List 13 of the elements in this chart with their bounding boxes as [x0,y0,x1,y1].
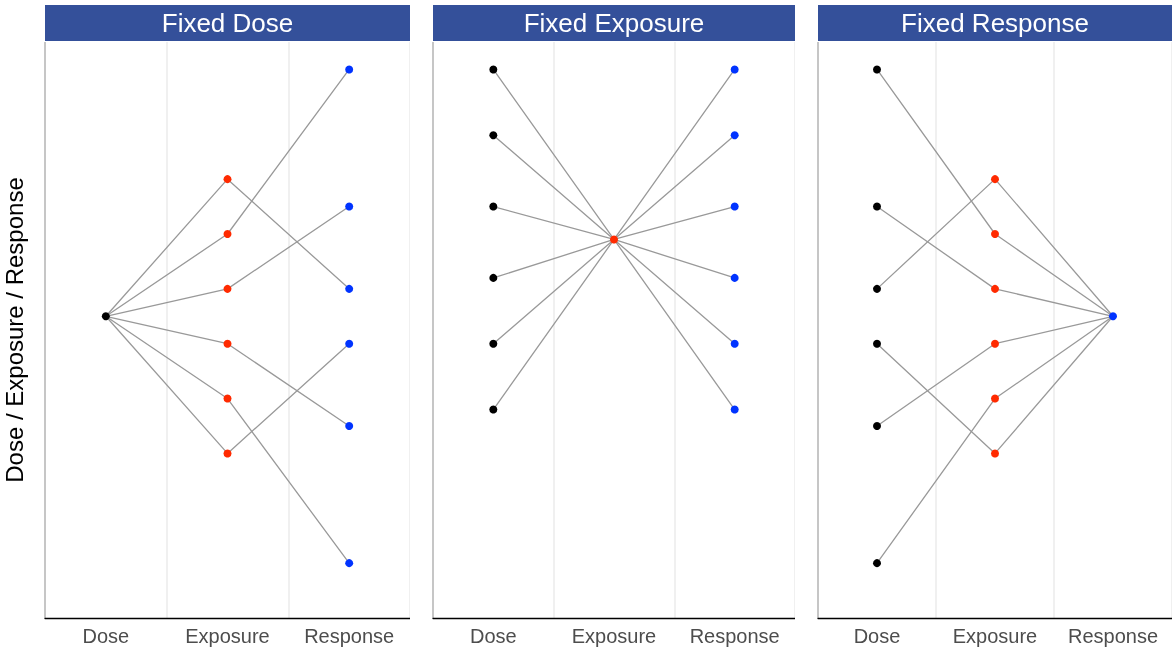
x-tick-label: Exposure [571,625,657,647]
x-tick-label: Response [689,625,780,647]
x-tick-label: Dose [853,625,901,647]
x-tick-label: Response [304,625,395,647]
x-tick-label: Dose [82,625,130,647]
chart-title: Fixed Response [818,5,1172,41]
x-tick-label: Dose [469,625,517,647]
x-tick-label: Response [1067,625,1159,647]
x-tick-label: Exposure [952,625,1038,647]
chart-title: Fixed Dose [45,5,410,41]
x-tick-label: Exposure [185,625,270,647]
y-axis-title: Dose / Exposure / Response [0,177,28,483]
chart-title: Fixed Exposure [433,5,795,41]
